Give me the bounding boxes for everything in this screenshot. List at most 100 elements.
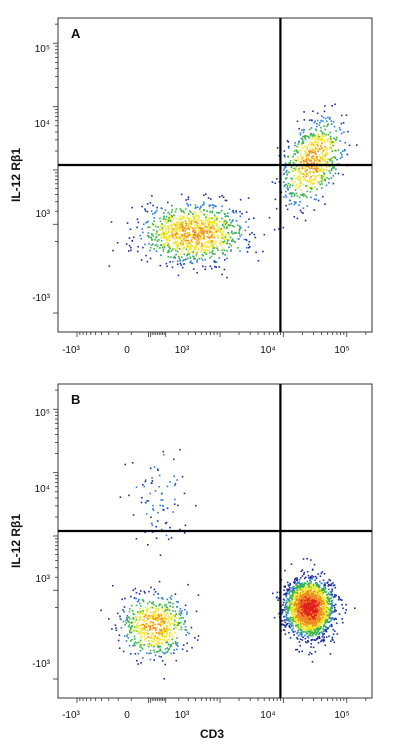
event-dot [159, 621, 162, 624]
event-dot [302, 135, 304, 138]
event-dot [313, 590, 316, 593]
event-dot [148, 236, 150, 239]
event-dot [219, 231, 222, 233]
event-dot [191, 245, 194, 248]
event-dot [162, 623, 164, 626]
event-dot [310, 627, 312, 629]
event-dot [244, 229, 246, 232]
event-dot [324, 588, 327, 590]
event-dot [308, 154, 310, 156]
event-dot [175, 232, 178, 234]
event-dot [323, 584, 326, 586]
event-dot [297, 595, 299, 598]
event-dot [168, 628, 170, 630]
event-dot [301, 620, 304, 623]
event-dot [302, 620, 304, 622]
event-dot [294, 619, 297, 621]
event-dot [155, 607, 157, 610]
event-dot [134, 641, 137, 643]
event-dot [327, 124, 329, 126]
event-dot [290, 606, 293, 609]
event-dot [168, 216, 170, 219]
event-dot [222, 228, 225, 230]
event-dot [205, 215, 208, 218]
event-dot [289, 199, 291, 202]
event-dot [207, 228, 210, 231]
event-dot [208, 237, 211, 239]
event-dot [211, 252, 214, 255]
event-dot [308, 614, 311, 617]
event-dot [177, 504, 179, 507]
event-dot [316, 632, 319, 634]
event-dot [152, 618, 155, 620]
event-dot [146, 235, 149, 237]
event-dot [164, 616, 166, 618]
event-dot [194, 219, 196, 222]
event-dot [223, 237, 225, 240]
event-dot [170, 617, 173, 619]
event-dot [302, 183, 305, 186]
event-dot [170, 632, 172, 635]
event-dot [189, 210, 191, 212]
event-dot [179, 614, 182, 617]
event-dot [312, 628, 315, 631]
event-dot [112, 584, 114, 587]
event-dot [309, 598, 311, 601]
event-dot [329, 146, 331, 149]
event-dot [307, 586, 309, 589]
event-dot [149, 467, 152, 470]
event-dot [312, 181, 314, 184]
event-dot [151, 233, 153, 236]
event-dot [297, 158, 300, 161]
event-dot [307, 602, 310, 604]
event-dot [318, 124, 321, 126]
event-dot [333, 584, 336, 586]
event-dot [302, 207, 305, 209]
event-dot [177, 233, 180, 235]
event-dot [135, 627, 137, 629]
event-dot [328, 614, 331, 616]
event-dot [209, 226, 211, 228]
event-dot [218, 257, 220, 259]
event-dot [196, 235, 199, 238]
event-dot [290, 613, 293, 616]
event-dot [172, 602, 174, 605]
event-dot [198, 208, 201, 210]
event-dot [155, 605, 158, 607]
event-dot [189, 217, 191, 220]
event-dot [131, 638, 133, 641]
event-dot [199, 224, 201, 226]
event-dot [152, 243, 154, 245]
event-dot [297, 143, 300, 145]
event-dot [136, 659, 138, 662]
event-dot [325, 612, 328, 615]
event-dot [301, 582, 304, 585]
event-dot [157, 637, 159, 639]
y-tick-label-3: -10³ [32, 293, 50, 304]
event-dot [315, 631, 317, 634]
event-dot [213, 234, 215, 236]
event-dot [313, 604, 315, 607]
event-dot [338, 613, 341, 615]
event-dot [315, 141, 317, 143]
event-dot [303, 587, 306, 590]
event-dot [328, 600, 331, 603]
event-dot [313, 141, 316, 143]
event-dot [181, 218, 183, 220]
event-dot [147, 632, 149, 635]
event-dot [125, 640, 128, 642]
event-dot [207, 225, 210, 228]
event-dot [291, 628, 293, 631]
event-dot [158, 234, 160, 236]
event-dot [178, 236, 181, 238]
event-dot [309, 628, 312, 631]
event-dot [310, 580, 312, 583]
event-dot [322, 154, 325, 156]
event-dot [144, 243, 146, 246]
event-dot [299, 577, 302, 579]
event-dot [144, 480, 147, 483]
event-dot [201, 254, 204, 256]
event-dot [313, 603, 316, 605]
event-dot [318, 155, 320, 157]
event-dot [141, 228, 143, 230]
